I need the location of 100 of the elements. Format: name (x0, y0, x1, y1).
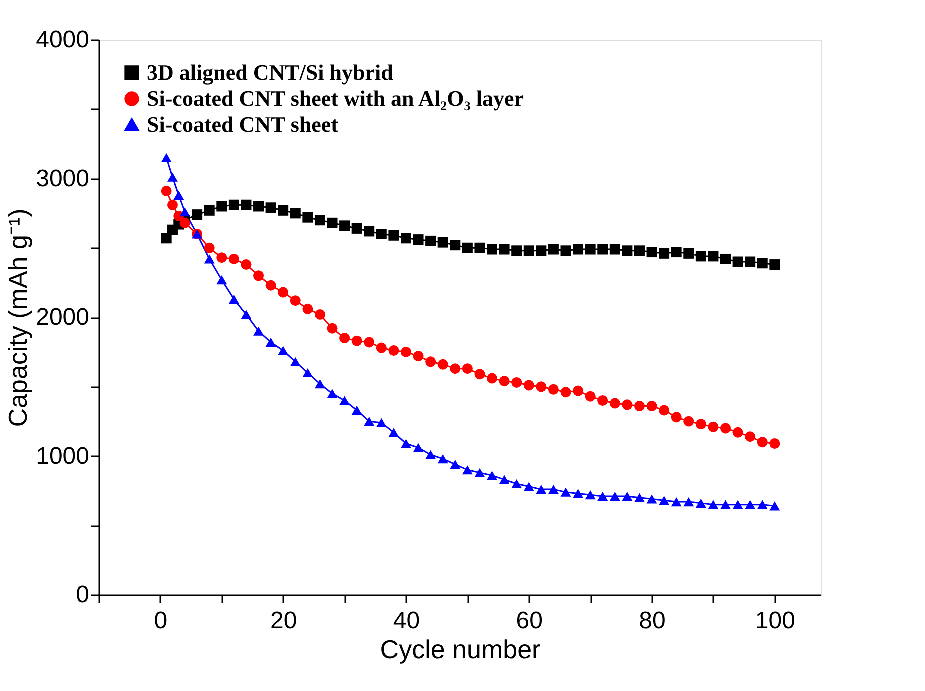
point (278, 346, 289, 356)
point (290, 357, 301, 366)
point (364, 337, 375, 348)
point (745, 432, 756, 442)
point (228, 294, 240, 304)
point (548, 384, 559, 395)
point (400, 346, 412, 358)
point (216, 201, 228, 212)
point (216, 252, 228, 264)
point (167, 200, 178, 210)
point (254, 201, 264, 212)
y-axis-title: Capacity (mAh g⁻¹) (3, 208, 34, 428)
point (585, 391, 596, 402)
point (438, 454, 448, 464)
point (266, 338, 276, 348)
point (770, 260, 780, 270)
point (499, 244, 510, 255)
point (598, 492, 608, 502)
x-tick-label: 40 (393, 608, 420, 634)
point (474, 468, 486, 478)
point (426, 450, 436, 460)
point (388, 230, 400, 241)
point (254, 270, 264, 282)
point (388, 428, 400, 438)
point (732, 500, 744, 510)
point (622, 492, 633, 502)
point (376, 342, 387, 354)
point (376, 418, 387, 428)
point (499, 376, 510, 387)
point (180, 218, 190, 228)
point (708, 251, 719, 262)
point (228, 254, 240, 264)
point (770, 438, 780, 449)
point (573, 489, 584, 498)
point (757, 500, 768, 510)
point (512, 377, 522, 388)
point (487, 244, 498, 255)
point (732, 256, 744, 268)
point (204, 242, 215, 254)
point (560, 246, 572, 256)
point (585, 490, 596, 500)
point (757, 437, 768, 448)
point (487, 471, 498, 480)
point (560, 488, 572, 497)
point (413, 443, 424, 452)
point (241, 260, 252, 270)
point (770, 502, 780, 511)
point (462, 242, 473, 254)
x-tick-label: 60 (516, 608, 543, 634)
point (314, 309, 326, 320)
point (450, 460, 461, 470)
point (290, 208, 301, 219)
point (278, 287, 289, 298)
point (161, 153, 172, 162)
point (646, 401, 658, 412)
point (585, 244, 596, 255)
point (241, 310, 252, 320)
point (696, 251, 706, 262)
point (659, 405, 670, 416)
legend-label: Si-coated CNT sheet with an Al₂O₃ layer (147, 86, 524, 111)
point (610, 398, 620, 409)
point (174, 190, 184, 200)
point (254, 326, 264, 336)
y-tick-label: 2000 (36, 304, 90, 331)
point (204, 205, 215, 216)
point (302, 304, 314, 314)
point (720, 423, 731, 434)
legend-label: Si-coated CNT sheet (147, 112, 340, 137)
point (708, 422, 719, 432)
x-tick-label: 20 (270, 608, 298, 634)
point (327, 323, 338, 334)
x-tick-label: 100 (755, 608, 796, 634)
point (622, 400, 633, 410)
point (364, 417, 375, 426)
point (646, 494, 658, 504)
point (634, 493, 645, 502)
point (745, 256, 756, 268)
point (671, 247, 682, 258)
point (536, 382, 547, 392)
point (340, 333, 350, 344)
point (266, 202, 276, 214)
point (573, 386, 584, 396)
point (438, 359, 448, 370)
point (314, 380, 326, 389)
point (598, 396, 608, 406)
y-tick-label: 1000 (36, 442, 90, 470)
point (474, 369, 486, 380)
point (474, 242, 486, 254)
y-tick-label: 3000 (36, 165, 90, 192)
point (161, 186, 172, 196)
point (512, 246, 522, 256)
point (684, 248, 694, 259)
point (610, 244, 620, 255)
point (241, 200, 252, 210)
point (438, 237, 448, 248)
point (622, 246, 633, 256)
point (487, 373, 498, 384)
point (302, 368, 314, 378)
point (524, 482, 534, 492)
x-tick-label: 0 (154, 608, 168, 634)
